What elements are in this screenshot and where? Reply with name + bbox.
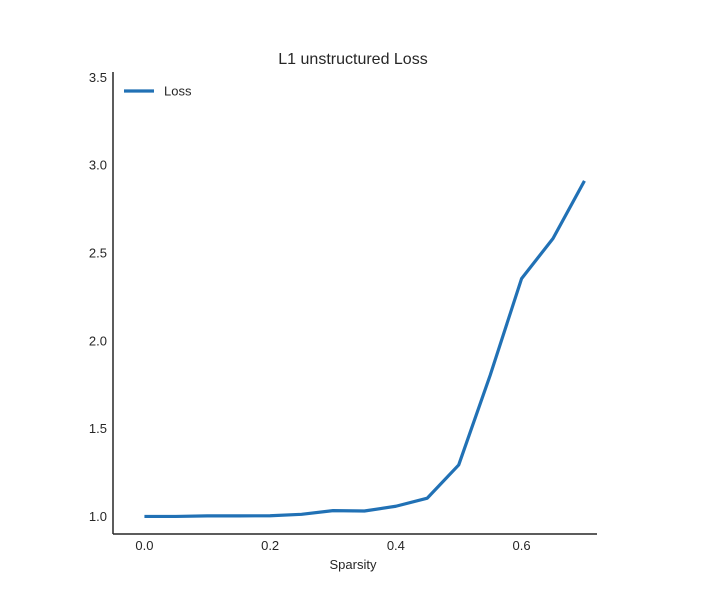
y-tick-label: 2.0 xyxy=(89,333,107,348)
x-tick-label: 0.4 xyxy=(387,538,405,553)
chart-title: L1 unstructured Loss xyxy=(278,51,427,68)
y-tick-label: 1.5 xyxy=(89,421,107,436)
series-layer xyxy=(144,180,586,519)
y-tick-label: 3.0 xyxy=(89,158,107,173)
series-line-loss xyxy=(144,180,586,519)
axes: 0.0 0.2 0.4 0.6 1.0 1.5 2.0 2.5 3.0 3.5 xyxy=(89,70,597,553)
x-axis-label: Sparsity xyxy=(330,557,377,572)
x-tick-label: 0.0 xyxy=(135,538,153,553)
y-tick-label: 3.5 xyxy=(89,70,107,85)
legend-label: Loss xyxy=(164,84,192,99)
y-tick-label: 2.5 xyxy=(89,245,107,260)
legend: Loss xyxy=(124,84,192,99)
x-tick-label: 0.6 xyxy=(513,538,531,553)
x-tick-label: 0.2 xyxy=(261,538,279,553)
y-tick-label: 1.0 xyxy=(89,509,107,524)
